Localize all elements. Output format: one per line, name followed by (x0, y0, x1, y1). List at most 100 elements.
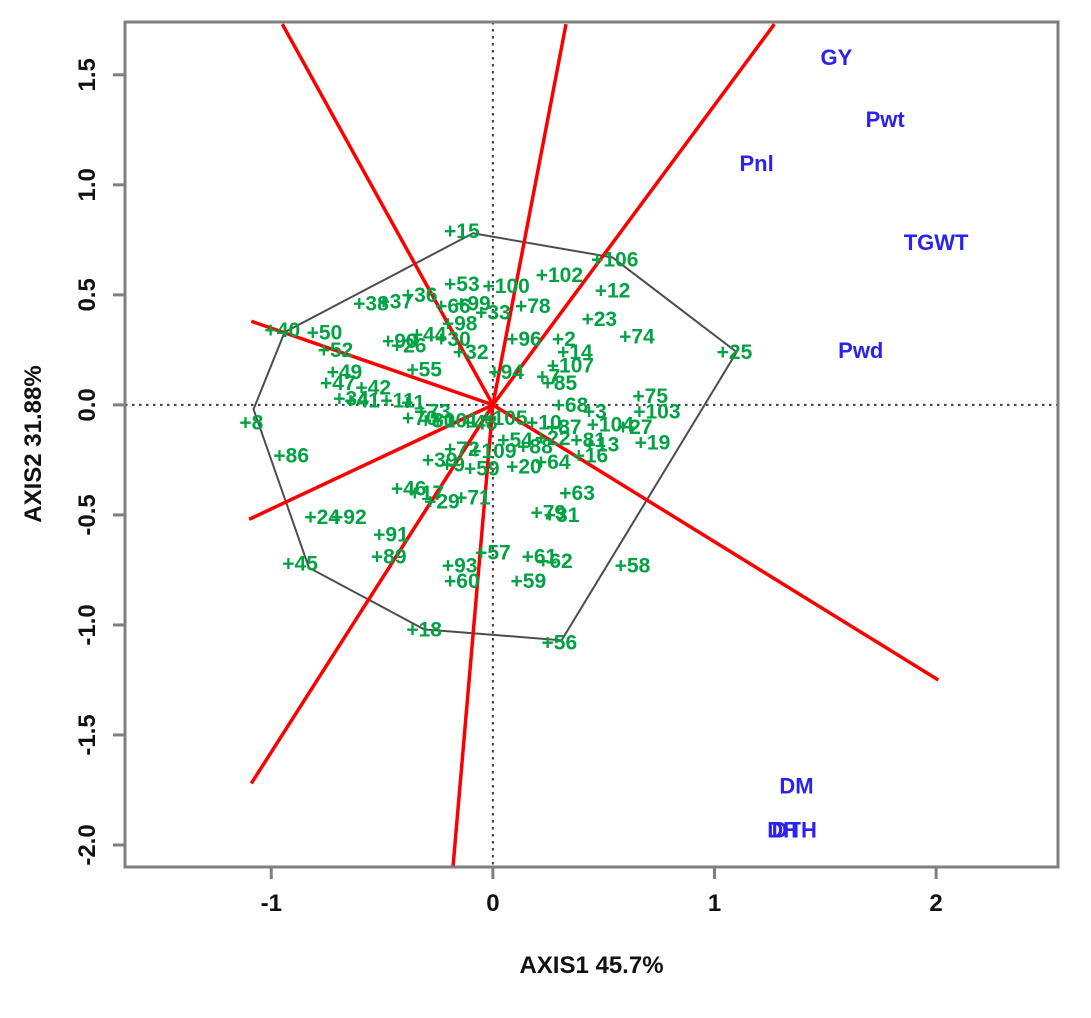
genotype-label: +59 (464, 458, 500, 481)
genotype-label: +18 (406, 618, 442, 641)
x-tick-label: 1 (708, 890, 721, 917)
sector-ray (451, 404, 495, 868)
genotype-label: +17 (409, 482, 445, 505)
genotype-label: +44 (411, 323, 447, 346)
trait-label: Pwd (838, 338, 883, 363)
genotype-label: +1 (401, 392, 425, 415)
sector-ray (491, 23, 568, 406)
genotype-label: +12 (595, 279, 631, 302)
genotype-label: +99 (455, 293, 491, 316)
genotype-label: +109 (469, 440, 516, 463)
sector-ray (280, 23, 495, 406)
genotype-label: +64 (535, 451, 571, 474)
trait-label: GY (820, 45, 852, 70)
genotype-label: +23 (581, 308, 617, 331)
genotype-label: +70 (402, 407, 438, 430)
x-axis-title: AXIS1 45.7% (519, 952, 664, 979)
x-tick-label: -1 (261, 890, 282, 917)
genotype-label: +39 (422, 449, 458, 472)
genotype-label: +24 (304, 506, 340, 529)
genotype-label: +16 (573, 445, 609, 468)
genotype-label: +96 (506, 328, 542, 351)
genotype-label: +104 (587, 414, 635, 437)
genotype-label: +58 (615, 555, 651, 578)
genotype-label: +25 (717, 341, 753, 364)
genotype-label: +9 (441, 453, 465, 476)
genotype-label: +45 (282, 552, 318, 575)
genotype-label: +54 (497, 429, 533, 452)
genotype-label: +85 (542, 372, 578, 395)
genotype-label: +94 (488, 361, 524, 384)
genotype-label: +75 (632, 385, 668, 408)
genotype-label: +72 (444, 438, 480, 461)
convex-hull-polygon (252, 232, 738, 642)
genotype-label: +7 (536, 365, 560, 388)
plot-border (123, 20, 1060, 869)
genotype-label: +66 (435, 295, 471, 318)
genotype-label: +19 (635, 431, 671, 454)
genotype-label: +55 (406, 359, 442, 382)
genotype-label: +74 (619, 326, 655, 349)
genotype-label: +56 (542, 632, 578, 655)
genotype-label: +80 (420, 409, 456, 432)
genotype-label: +73 (415, 400, 451, 423)
y-tick-label: 1.0 (74, 168, 101, 201)
genotype-label: +101 (432, 409, 480, 432)
trait-label: Pnl (739, 151, 773, 176)
genotype-label: +32 (453, 341, 489, 364)
y-axis-title: AXIS2 31.88% (20, 365, 47, 523)
genotype-label: +11 (380, 389, 415, 412)
genotype-label: +3 (583, 400, 607, 423)
y-tick-label: -0.5 (74, 494, 101, 535)
sector-ray (250, 319, 494, 407)
genotype-label: +27 (617, 416, 653, 439)
genotype-label: +22 (535, 427, 571, 450)
genotype-label: +102 (536, 264, 583, 287)
y-tick-label: -2.0 (74, 824, 101, 865)
genotype-label: +10 (526, 411, 562, 434)
sector-ray (248, 403, 494, 521)
genotype-label: +38 (353, 293, 389, 316)
genotype-label: +100 (483, 275, 530, 298)
sector-ray (491, 403, 940, 682)
genotype-label: +60 (444, 570, 480, 593)
genotype-label: +49 (327, 361, 363, 384)
genotype-label: +98 (442, 312, 478, 335)
genotype-label: +88 (517, 436, 553, 459)
genotype-label: +50 (307, 321, 343, 344)
genotype-label: +92 (331, 506, 367, 529)
genotype-label: +30 (435, 328, 471, 351)
trait-label: TGWT (904, 230, 969, 255)
genotype-label: +41 (344, 389, 380, 412)
genotype-label: +91 (373, 524, 409, 547)
y-tick-label: -1.0 (74, 604, 101, 645)
genotype-label: +47 (320, 372, 356, 395)
genotype-label: +29 (424, 491, 460, 514)
genotype-label: +40 (265, 319, 301, 342)
genotype-label: +46 (391, 478, 427, 501)
x-tick-label: 2 (929, 890, 942, 917)
genotype-label: +93 (442, 555, 478, 578)
trait-label: Pwt (866, 107, 906, 132)
genotype-label: +48 (462, 411, 498, 434)
genotype-label: +105 (480, 407, 528, 430)
genotype-label: +63 (559, 482, 595, 505)
sector-ray (491, 23, 776, 406)
genotype-label: +59 (511, 570, 547, 593)
genotype-label: +57 (475, 541, 511, 564)
genotype-label: +68 (553, 394, 589, 417)
y-tick-label: 1.5 (74, 58, 101, 91)
genotype-label: +31 (544, 504, 580, 527)
genotype-label: +87 (546, 416, 582, 439)
genotype-label: +33 (475, 301, 511, 324)
genotype-label: +90 (382, 330, 418, 353)
trait-label: DTH (772, 818, 817, 843)
genotype-label: +61 (522, 546, 558, 569)
genotype-label: +53 (444, 273, 480, 296)
sector-ray (249, 403, 495, 785)
genotype-label: +37 (378, 290, 414, 313)
genotype-label: +86 (273, 445, 309, 468)
genotype-label: +103 (633, 400, 680, 423)
genotype-label: +34 (333, 387, 369, 410)
